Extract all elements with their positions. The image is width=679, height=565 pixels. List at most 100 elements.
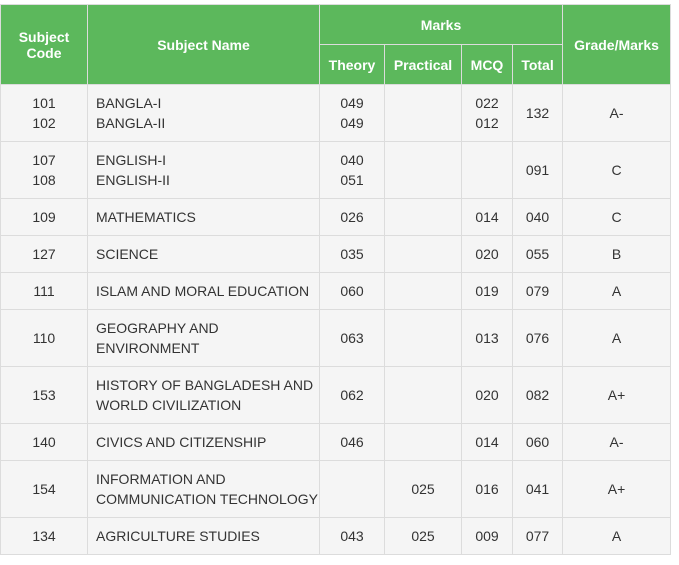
table-row: 154 INFORMATION AND COMMUNICATION TECHNOLO… [0, 460, 672, 518]
subject-code-cell: 110 [0, 309, 88, 367]
subject-code-cell: 153 [0, 366, 88, 424]
theory-cell-line: 063 [340, 330, 364, 346]
subject-code-cell-line: 108 [32, 172, 56, 188]
practical-cell: 025 [384, 517, 462, 555]
header-subject-name: Subject Name [87, 4, 320, 85]
subject-name-cell: SCIENCE [87, 235, 320, 273]
subject-name-cell-line: BANGLA-I [96, 95, 162, 111]
theory-cell-line: 049 [340, 95, 364, 111]
subject-code-cell-line: 134 [32, 528, 56, 544]
mcq-cell-line: 014 [475, 209, 499, 225]
header-mcq: MCQ [461, 44, 513, 85]
theory-cell: 049 049 [319, 84, 385, 142]
total-cell: 077 [511, 517, 564, 555]
header-theory: Theory [319, 44, 385, 85]
grade-cell: A+ [562, 366, 672, 424]
mcq-cell-line: 016 [475, 481, 499, 497]
mcq-cell: 019 [461, 272, 513, 310]
mcq-cell-line: 013 [475, 330, 499, 346]
practical-cell [384, 366, 462, 424]
table-row: 107 108 ENGLISH-I ENGLISH-II 040 051 091 C [0, 141, 672, 199]
subject-name-cell-line: AGRICULTURE STUDIES [96, 528, 260, 544]
subject-name-cell-line: BANGLA-II [96, 115, 166, 131]
subject-code-cell-line: 154 [32, 481, 56, 497]
mcq-cell-line: 014 [475, 434, 499, 450]
mcq-cell: 014 [461, 423, 513, 461]
total-cell: 041 [511, 460, 564, 518]
table-row: 101 102 BANGLA-I BANGLA-II 049 049 022 012 132 A- [0, 84, 672, 142]
practical-cell [384, 141, 462, 199]
grade-cell: A [562, 517, 672, 555]
subject-code-cell: 101 102 [0, 84, 88, 142]
subject-name-cell: GEOGRAPHY AND ENVIRONMENT [87, 309, 320, 367]
practical-cell [384, 235, 462, 273]
subject-name-cell-line: CIVICS AND CITIZENSHIP [96, 434, 267, 450]
theory-cell: 040 051 [319, 141, 385, 199]
subject-name-cell: INFORMATION AND COMMUNICATION TECHNOLOGY [87, 460, 320, 518]
subject-name-cell-line: HISTORY OF BANGLADESH AND [96, 377, 314, 393]
theory-cell [319, 460, 385, 518]
total-cell: 091 [511, 141, 564, 199]
theory-cell-line: 040 [340, 152, 364, 168]
subject-name-cell: ISLAM AND MORAL EDUCATION [87, 272, 320, 310]
practical-cell: 025 [384, 460, 462, 518]
marks-table-body: 101 102 BANGLA-I BANGLA-II 049 049 022 012 132 A-… [0, 84, 672, 555]
mcq-cell-line: 020 [475, 246, 499, 262]
grade-cell: A- [562, 423, 672, 461]
mcq-cell-line: 012 [475, 115, 499, 131]
theory-cell: 026 [319, 198, 385, 236]
header-grade: Grade/Marks [562, 4, 672, 85]
mcq-cell-line: 022 [475, 95, 499, 111]
total-cell: 132 [511, 84, 564, 142]
subject-code-cell-line: 109 [32, 209, 56, 225]
practical-cell [384, 423, 462, 461]
subject-name-cell-line: INFORMATION AND [96, 471, 226, 487]
theory-cell-line: 035 [340, 246, 364, 262]
grade-cell: C [562, 141, 672, 199]
subject-code-cell: 127 [0, 235, 88, 273]
table-row: 153 HISTORY OF BANGLADESH AND WORLD CIVILI… [0, 366, 672, 424]
total-cell: 079 [511, 272, 564, 310]
header-total: Total [511, 44, 564, 85]
table-row: 111 ISLAM AND MORAL EDUCATION 060 019 079 A [0, 272, 672, 310]
total-cell: 060 [511, 423, 564, 461]
mcq-cell: 022 012 [461, 84, 513, 142]
grade-cell: A [562, 309, 672, 367]
subject-name-cell-line: GEOGRAPHY AND [96, 320, 219, 336]
table-row: 110 GEOGRAPHY AND ENVIRONMENT 063 013 076 A [0, 309, 672, 367]
mcq-cell: 020 [461, 235, 513, 273]
subject-name-cell-line: ENVIRONMENT [96, 340, 200, 356]
subject-name-cell-line: WORLD CIVILIZATION [96, 397, 242, 413]
table-row: 109 MATHEMATICS 026 014 040 C [0, 198, 672, 236]
subject-name-cell-line: SCIENCE [96, 246, 159, 262]
practical-cell [384, 309, 462, 367]
theory-cell-line: 062 [340, 387, 364, 403]
subject-code-cell: 154 [0, 460, 88, 518]
mcq-cell: 009 [461, 517, 513, 555]
mcq-cell-line: 009 [475, 528, 499, 544]
subject-name-cell: ENGLISH-I ENGLISH-II [87, 141, 320, 199]
theory-cell: 046 [319, 423, 385, 461]
grade-cell: A+ [562, 460, 672, 518]
theory-cell: 035 [319, 235, 385, 273]
subject-code-cell: 134 [0, 517, 88, 555]
practical-cell-line: 025 [411, 481, 435, 497]
subject-name-cell-line: COMMUNICATION TECHNOLOGY [96, 491, 318, 507]
mcq-cell: 013 [461, 309, 513, 367]
subject-code-cell: 140 [0, 423, 88, 461]
subject-name-cell: BANGLA-I BANGLA-II [87, 84, 320, 142]
subject-name-cell: MATHEMATICS [87, 198, 320, 236]
subject-code-cell: 109 [0, 198, 88, 236]
practical-cell [384, 272, 462, 310]
theory-cell: 060 [319, 272, 385, 310]
subject-name-cell-line: ENGLISH-II [96, 172, 170, 188]
table-row: 127 SCIENCE 035 020 055 B [0, 235, 672, 273]
theory-cell-line: 049 [340, 115, 364, 131]
grade-cell: A- [562, 84, 672, 142]
grade-cell: C [562, 198, 672, 236]
marks-table: Subject Code Subject Name Marks Grade/Ma… [0, 4, 672, 555]
subject-code-cell-line: 153 [32, 387, 56, 403]
grade-cell: A [562, 272, 672, 310]
practical-cell-line: 025 [411, 528, 435, 544]
subject-name-cell: HISTORY OF BANGLADESH AND WORLD CIVILIZAT… [87, 366, 320, 424]
